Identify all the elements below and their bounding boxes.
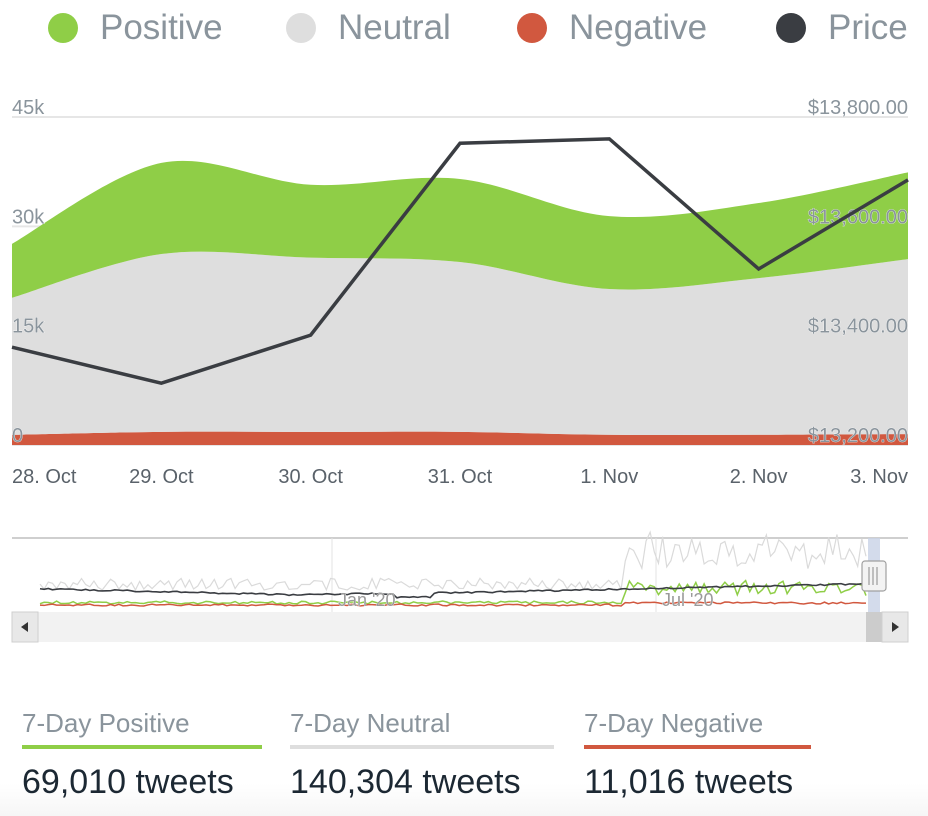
x-axis-label: 3. Nov — [850, 466, 908, 488]
navigator-label-jul: Jul '20 — [662, 590, 713, 610]
legend-label: Positive — [100, 8, 223, 47]
neutral-dot-icon — [286, 13, 316, 43]
stat-label: 7-Day Neutral — [290, 708, 451, 738]
stat-label: 7-Day Negative — [584, 708, 764, 738]
legend-item-price[interactable]: Price — [776, 8, 908, 48]
stat-label: 7-Day Positive — [22, 708, 190, 738]
left-axis-label: 30k — [12, 206, 45, 228]
positive-dot-icon — [48, 13, 78, 43]
price-dot-icon — [776, 13, 806, 43]
left-axis-label: 0 — [12, 425, 23, 447]
navigator-negative-line — [39, 601, 867, 607]
sentiment-chart: 015k30k45k$13,200.00$13,400.00$13,600.00… — [11, 97, 909, 643]
navigator-label-jan: Jan '20 — [338, 590, 395, 610]
x-axis-label: 28. Oct — [12, 466, 77, 488]
navigator-neutral-line — [39, 530, 867, 592]
area-negative — [12, 431, 908, 445]
stat-color-bar — [290, 745, 554, 749]
x-axis-label: 30. Oct — [278, 466, 343, 488]
x-axis-label: 29. Oct — [129, 466, 194, 488]
x-axis-label: 31. Oct — [428, 466, 493, 488]
stat-neutral: 7-Day Neutral 140,304 tweets — [290, 708, 554, 802]
scrollbar-track[interactable] — [12, 612, 908, 642]
negative-dot-icon — [517, 13, 547, 43]
stat-negative: 7-Day Negative 11,016 tweets — [584, 708, 811, 802]
left-axis-label: 45k — [12, 97, 45, 119]
navigator-price-line — [39, 582, 867, 599]
stat-value: 11,016 tweets — [584, 763, 794, 801]
area-neutral — [12, 251, 908, 436]
legend-item-neutral[interactable]: Neutral — [286, 8, 451, 48]
legend-label: Neutral — [338, 8, 451, 47]
stat-value: 69,010 tweets — [22, 763, 234, 801]
stat-color-bar — [22, 745, 262, 749]
right-axis-label: $13,400.00 — [808, 316, 908, 338]
left-axis-label: 15k — [12, 316, 45, 338]
x-axis-label: 2. Nov — [730, 466, 788, 488]
x-axis-label: 1. Nov — [580, 466, 638, 488]
price-line — [11, 137, 909, 386]
stat-value: 140,304 tweets — [290, 763, 521, 801]
legend-item-positive[interactable]: Positive — [48, 8, 223, 48]
right-axis-label: $13,200.00 — [808, 425, 908, 447]
area-positive — [12, 160, 908, 298]
legend-label: Negative — [569, 8, 708, 47]
weekly-stats: 7-Day Positive 69,010 tweets 7-Day Neutr… — [0, 708, 928, 816]
arrow-right-icon — [892, 622, 899, 632]
legend-label: Price — [828, 8, 908, 47]
stat-color-bar — [584, 745, 811, 749]
stat-positive: 7-Day Positive 69,010 tweets — [22, 708, 262, 802]
chart-legend: Positive Neutral Negative Price — [0, 8, 928, 52]
scrollbar-thumb[interactable] — [866, 612, 882, 642]
navigator-handle[interactable] — [861, 560, 887, 592]
right-axis-label: $13,800.00 — [808, 97, 908, 119]
arrow-left-icon — [21, 622, 28, 632]
legend-item-negative[interactable]: Negative — [517, 8, 707, 48]
